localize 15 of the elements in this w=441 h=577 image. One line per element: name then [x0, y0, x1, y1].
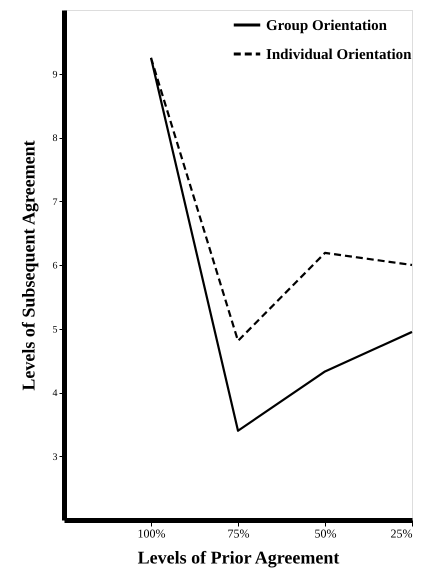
y-tick-label: 5: [52, 324, 58, 336]
y-tick-label: 3: [52, 452, 58, 463]
y-tick-label: 9: [52, 69, 58, 80]
x-tick-label: 100%: [138, 526, 166, 540]
x-axis-title: Levels of Prior Agreement: [138, 548, 340, 568]
y-tick-label: 8: [52, 133, 58, 144]
y-tick-label: 7: [52, 196, 58, 208]
y-tick-label: 4: [52, 388, 58, 399]
y-tick-label: 6: [52, 260, 58, 272]
x-tick-label: 25%: [390, 526, 412, 540]
legend-label: Group Orientation: [266, 18, 388, 34]
x-tick-label: 75%: [228, 526, 250, 540]
legend-label: Individual Orientation: [266, 47, 412, 63]
y-axis-title: Levels of Subsequent Agreement: [18, 140, 38, 391]
x-tick-label: 50%: [314, 526, 336, 540]
